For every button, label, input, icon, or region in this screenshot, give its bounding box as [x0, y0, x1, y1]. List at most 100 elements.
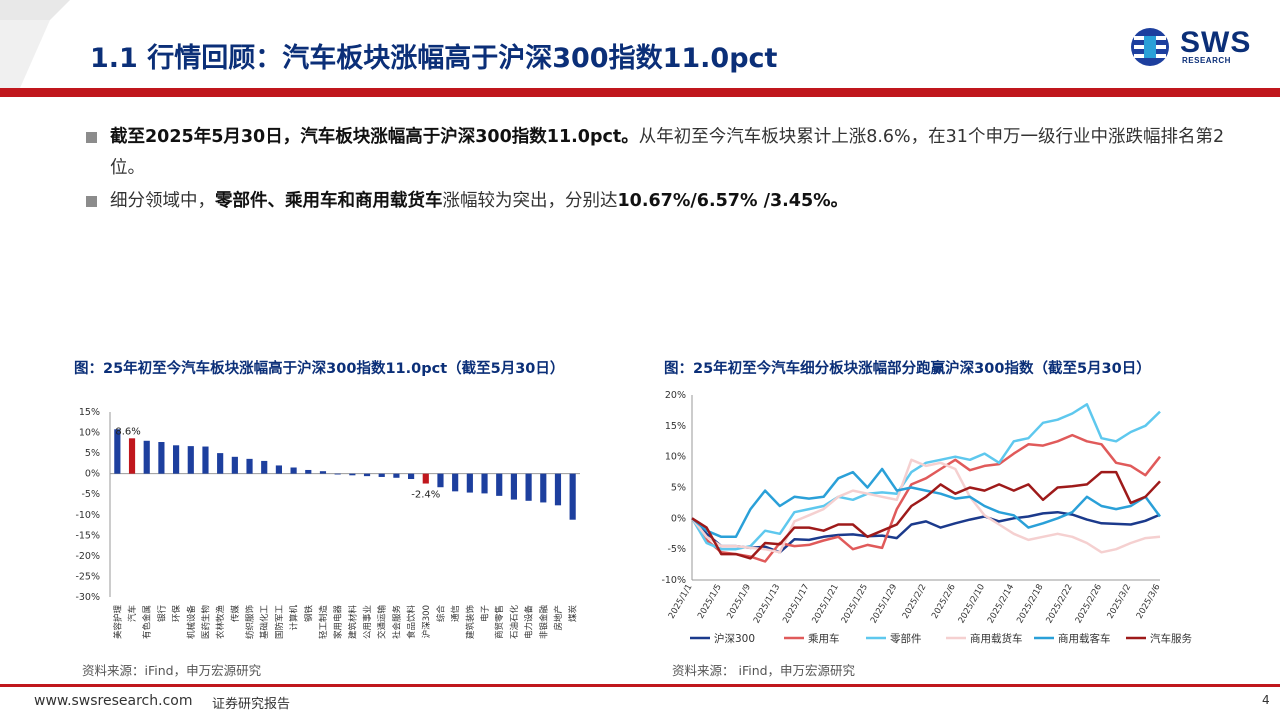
bar-石油石化: [510, 473, 517, 500]
x-tick-label: 2025/2/14: [986, 583, 1016, 626]
logo-text: SWS: [1180, 26, 1252, 59]
bar-农林牧渔: [217, 453, 224, 474]
bar-计算机: [290, 467, 297, 474]
x-tick-label: 美容护理: [112, 605, 123, 640]
x-tick-label: 社会服务: [391, 605, 402, 640]
footer-label: 证券研究报告: [212, 697, 291, 712]
x-tick-label: 2025/1/17: [781, 583, 811, 626]
sws-logo-icon: [1131, 28, 1169, 66]
x-tick-label: 房地产: [553, 605, 564, 631]
legend-label: 沪深300: [714, 632, 755, 645]
x-tick-label: 通信: [450, 605, 461, 623]
bullet-2-bold: 零部件、乘用车和商用载货车: [215, 191, 443, 211]
series-line-零部件: [690, 403, 1161, 551]
y-tick-label: -15%: [75, 530, 100, 541]
footer-divider: [0, 684, 1280, 687]
x-tick-label: 环保: [171, 605, 182, 623]
bullet-square-icon: [86, 196, 97, 207]
y-tick-label: 15%: [79, 407, 100, 418]
bar-美容护理: [114, 429, 121, 474]
series-line-乘用车: [690, 433, 1161, 563]
bar-建筑材料: [349, 473, 356, 476]
series-line-商用载客车: [691, 467, 1162, 539]
series-line-汽车服务: [691, 470, 1161, 560]
y-tick-label: -10%: [661, 575, 686, 586]
x-tick-label: 汽车: [127, 605, 138, 622]
bar-汽车: [128, 438, 136, 474]
chart2-title: 图：25年初至今汽车细分板块涨幅部分跑赢沪深300指数（截至5月30日）: [664, 361, 1151, 377]
bar-环保: [173, 445, 180, 474]
x-tick-label: 食品饮料: [406, 605, 417, 640]
y-tick-label: 5%: [85, 448, 100, 459]
x-tick-label: 2025/1/25: [840, 583, 870, 626]
legend-label: 汽车服务: [1150, 632, 1192, 645]
bar-沪深300: [422, 473, 429, 484]
x-tick-label: 有色金属: [142, 605, 153, 639]
x-tick-label: 2025/1/21: [810, 583, 840, 626]
x-tick-label: 计算机: [289, 605, 300, 631]
legend-label: 零部件: [890, 632, 922, 645]
y-tick-label: -20%: [75, 551, 100, 562]
bullet-square-icon: [86, 132, 97, 143]
y-tick-label: 20%: [665, 390, 686, 401]
bullet-item-2: 细分领域中，零部件、乘用车和商用载货车涨幅较为突出，分别达10.67%/6.57…: [86, 186, 1236, 217]
y-tick-label: 15%: [665, 421, 686, 432]
bullet-2-mid: 涨幅较为突出，分别达: [442, 191, 618, 211]
y-tick-label: -25%: [75, 571, 100, 582]
bar-煤炭: [569, 473, 576, 520]
x-tick-label: 2025/1/9: [725, 583, 753, 621]
page-title: 1.1 行情回顾：汽车板块涨幅高于沪深300指数11.0pct: [90, 43, 778, 74]
x-tick-label: 非银金融: [538, 605, 549, 640]
y-tick-label: -10%: [75, 510, 100, 521]
footer-url[interactable]: www.swsresearch.com: [34, 693, 193, 709]
bar-轻工制造: [319, 471, 327, 474]
y-tick-label: -30%: [75, 592, 100, 603]
bar-电子: [481, 473, 488, 494]
x-tick-label: 2025/2/22: [1044, 583, 1074, 626]
bar-基础化工: [261, 460, 268, 474]
bar-家用电器: [334, 473, 341, 475]
bar-交通运输: [378, 473, 385, 477]
x-tick-label: 农林牧渔: [215, 605, 226, 640]
bar-银行: [158, 442, 165, 474]
y-tick-label: 10%: [665, 452, 686, 463]
x-tick-label: 钢铁: [303, 605, 314, 623]
bar-非银金融: [540, 473, 547, 503]
x-tick-label: 家用电器: [333, 605, 344, 640]
x-tick-label: 国防军工: [274, 605, 285, 640]
legend-label: 商用载客车: [1058, 632, 1111, 645]
x-tick-label: 综合: [435, 605, 446, 623]
bullet-list: 截至2025年5月30日，汽车板块涨幅高于沪深300指数11.0pct。从年初至…: [86, 122, 1236, 219]
bar-建筑装饰: [466, 473, 473, 493]
chart2-source: 资料来源： iFind，申万宏源研究: [672, 663, 856, 678]
bar-房地产: [554, 473, 562, 506]
title-bar: [0, 0, 1280, 98]
x-tick-label: 2025/1/5: [696, 583, 724, 621]
bar-纺织服饰: [246, 458, 253, 474]
x-tick-label: 沪深300: [421, 605, 432, 638]
x-tick-label: 商贸零售: [494, 605, 505, 639]
data-label: 8.6%: [115, 426, 140, 437]
bar-社会服务: [393, 473, 400, 478]
y-tick-label: 0%: [85, 469, 100, 480]
y-tick-label: -5%: [668, 544, 687, 555]
chart1-title: 图：25年初至今汽车板块涨幅高于沪深300指数11.0pct（截至5月30日）: [74, 361, 565, 377]
y-tick-label: 0%: [671, 513, 686, 524]
bullet-item-1: 截至2025年5月30日，汽车板块涨幅高于沪深300指数11.0pct。从年初至…: [86, 122, 1236, 184]
bar-食品饮料: [408, 473, 415, 480]
y-tick-label: 5%: [671, 483, 686, 494]
bar-传媒: [231, 456, 238, 474]
bullet-1-bold: 截至2025年5月30日，汽车板块涨幅高于沪深300指数11.0pct。: [110, 127, 639, 147]
bar-有色金属: [143, 440, 150, 474]
x-tick-label: 交通运输: [377, 605, 388, 640]
bar-电力设备: [525, 473, 532, 501]
x-tick-label: 建筑装饰: [465, 605, 476, 640]
bullet-2-pre: 细分领域中，: [110, 191, 215, 211]
x-tick-label: 煤炭: [568, 605, 579, 623]
x-tick-label: 2025/1/29: [869, 583, 899, 626]
x-tick-label: 2025/2/2: [901, 583, 929, 621]
x-tick-label: 2025/2/26: [1074, 583, 1104, 626]
y-tick-label: -5%: [82, 489, 101, 500]
x-tick-label: 2025/1/13: [752, 583, 782, 626]
bullet-1-text: 从年初至今汽车板块累计上涨8.6%，在31个申万一级行业中涨跌幅排名第2位。: [110, 127, 1225, 178]
